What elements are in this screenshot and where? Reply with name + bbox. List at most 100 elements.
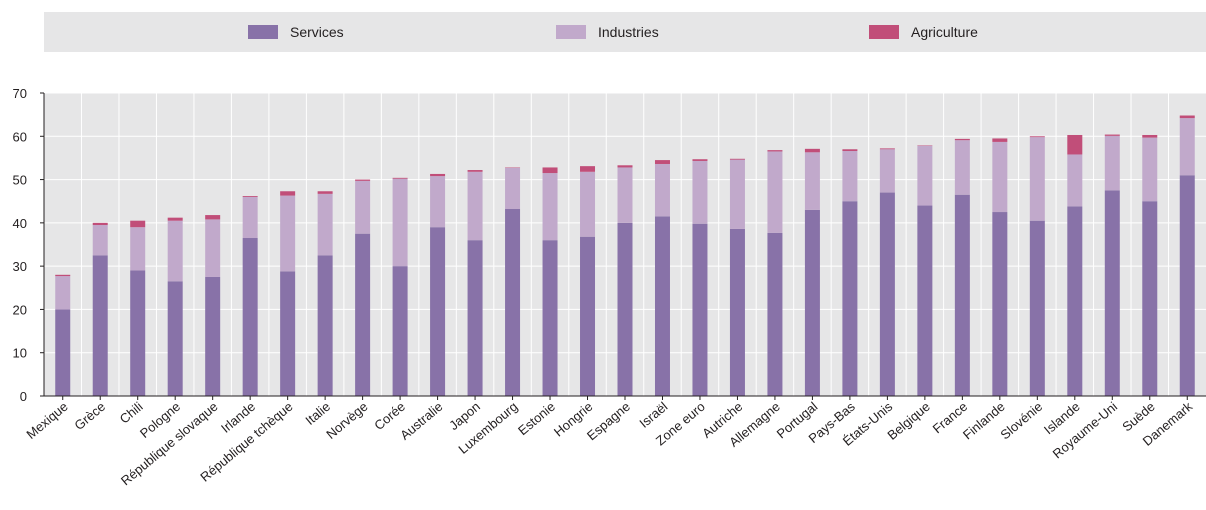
bar-industries <box>280 195 296 272</box>
bar-agriculture <box>280 191 296 196</box>
bar-industries <box>992 141 1008 213</box>
bar-services <box>55 309 71 396</box>
bar-industries <box>654 163 670 217</box>
bar-industries <box>130 227 146 271</box>
bar-agriculture <box>580 166 596 172</box>
bar-services <box>580 236 596 396</box>
bar-services <box>842 201 858 396</box>
bar-industries <box>729 159 745 229</box>
bar-agriculture <box>1067 134 1083 155</box>
legend-swatch-industries <box>556 25 586 39</box>
bar-agriculture <box>242 196 258 197</box>
bar-industries <box>392 178 408 267</box>
bar-services <box>430 227 446 396</box>
bar-industries <box>917 145 933 206</box>
bar-agriculture <box>842 149 858 152</box>
legend-swatch-services <box>248 25 278 39</box>
y-tick-label: 60 <box>13 129 27 144</box>
bar-services <box>1029 220 1045 396</box>
bar-agriculture <box>1142 134 1158 138</box>
bar-agriculture <box>954 138 970 141</box>
bar-industries <box>692 160 708 224</box>
x-tick-label: Royaume-Uni <box>1050 399 1121 462</box>
bar-agriculture <box>467 170 483 172</box>
bar-agriculture <box>317 191 333 194</box>
bar-industries <box>580 171 596 237</box>
bar-agriculture <box>392 177 408 179</box>
bar-industries <box>617 167 633 223</box>
bar-agriculture <box>205 215 221 220</box>
bar-services <box>205 276 221 396</box>
bar-agriculture <box>804 148 820 153</box>
bar-services <box>92 255 108 396</box>
x-tick-label: Chili <box>117 399 146 427</box>
bar-agriculture <box>355 179 371 181</box>
bar-industries <box>205 219 221 277</box>
bar-industries <box>1142 137 1158 202</box>
bar-services <box>167 281 183 396</box>
bar-industries <box>842 151 858 202</box>
bar-agriculture <box>55 274 71 277</box>
bar-industries <box>542 173 558 241</box>
legend-label-services: Services <box>290 24 344 40</box>
bar-agriculture <box>879 148 895 150</box>
bar-services <box>879 192 895 396</box>
bar-services <box>280 271 296 396</box>
bar-industries <box>1104 135 1120 191</box>
legend-item-agriculture: Agriculture <box>869 24 978 40</box>
bar-services <box>467 240 483 396</box>
y-tick-label: 30 <box>13 259 27 274</box>
bar-agriculture <box>542 167 558 174</box>
bar-industries <box>430 176 446 228</box>
bar-services <box>692 223 708 396</box>
bar-agriculture <box>167 217 183 221</box>
bar-industries <box>1179 118 1195 176</box>
bar-services <box>1179 175 1195 396</box>
legend-label-industries: Industries <box>598 24 659 40</box>
bar-services <box>130 270 146 396</box>
legend-swatch-agriculture <box>869 25 899 39</box>
bar-services <box>767 232 783 396</box>
bar-industries <box>1029 137 1045 221</box>
bar-services <box>729 228 745 396</box>
bar-services <box>505 209 521 396</box>
bar-agriculture <box>1179 115 1195 119</box>
bar-agriculture <box>767 150 783 152</box>
bar-industries <box>505 167 521 210</box>
y-tick-label: 0 <box>20 389 27 404</box>
bar-industries <box>317 193 333 256</box>
bar-services <box>1104 190 1120 396</box>
y-tick-label: 10 <box>13 346 27 361</box>
bar-agriculture <box>130 220 146 228</box>
legend-label-agriculture: Agriculture <box>911 24 978 40</box>
bar-services <box>917 205 933 396</box>
y-tick-label: 20 <box>13 302 27 317</box>
y-tick-label: 40 <box>13 216 27 231</box>
x-tick-label: Grèce <box>71 399 108 433</box>
x-tick-label: Slovénie <box>997 399 1045 443</box>
x-tick-label: Estonie <box>515 399 558 438</box>
x-tick-label: Australie <box>397 399 445 443</box>
bar-industries <box>804 152 820 210</box>
bar-services <box>1142 201 1158 396</box>
bar-services <box>317 255 333 396</box>
bar-services <box>1067 206 1083 396</box>
bar-services <box>804 209 820 396</box>
bar-industries <box>1067 154 1083 207</box>
bar-industries <box>55 276 71 310</box>
bar-industries <box>467 171 483 241</box>
bar-services <box>542 240 558 396</box>
bar-agriculture <box>692 159 708 161</box>
bar-industries <box>879 149 895 193</box>
bar-services <box>355 233 371 396</box>
bar-services <box>392 266 408 396</box>
bar-agriculture <box>654 160 670 164</box>
legend-item-industries: Industries <box>556 24 659 40</box>
bar-services <box>992 212 1008 396</box>
bar-agriculture <box>729 158 745 160</box>
bar-industries <box>355 180 371 234</box>
bar-industries <box>167 220 183 282</box>
bar-services <box>617 222 633 396</box>
bar-agriculture <box>1029 136 1045 138</box>
